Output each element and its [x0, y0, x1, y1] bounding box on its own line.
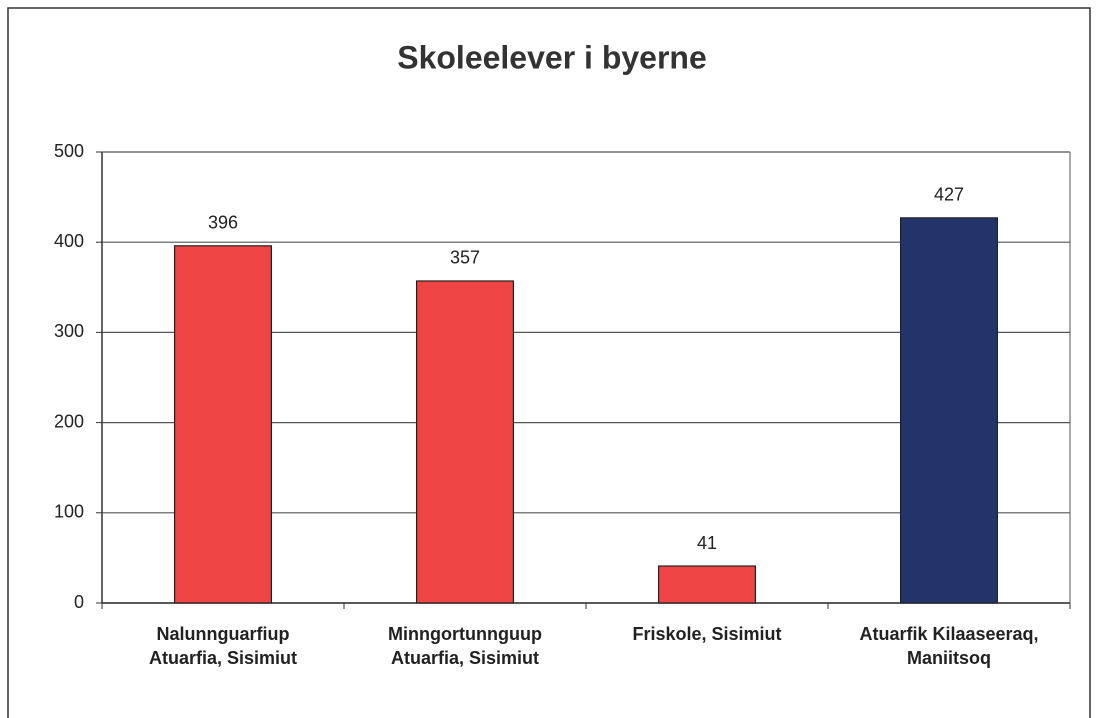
bar	[899, 217, 998, 604]
data-label: 396	[208, 213, 238, 233]
bar	[174, 245, 273, 604]
data-label: 427	[934, 185, 964, 205]
bar	[657, 565, 756, 604]
data-label: 41	[697, 533, 717, 553]
x-tick-label: Maniitsoq	[907, 648, 991, 668]
y-tick-label: 500	[54, 141, 84, 161]
x-tick-label: Nalunnguarfiup	[157, 624, 290, 644]
x-tick-label: Atuarfia, Sisimiut	[391, 648, 539, 668]
y-tick-label: 0	[74, 592, 84, 612]
x-tick-label: Minngortunnguup	[388, 624, 542, 644]
y-tick-label: 200	[54, 411, 84, 431]
y-tick-label: 300	[54, 321, 84, 341]
x-tick-label: Friskole, Sisimiut	[632, 624, 781, 644]
chart-title: Skoleelever i byerne	[397, 39, 707, 75]
x-tick-label: Atuarfik Kilaaseeraq,	[859, 624, 1038, 644]
x-tick-label: Atuarfia, Sisimiut	[149, 648, 297, 668]
data-label: 357	[450, 248, 480, 268]
y-tick-label: 100	[54, 502, 84, 522]
bar	[416, 280, 515, 604]
y-tick-label: 400	[54, 231, 84, 251]
